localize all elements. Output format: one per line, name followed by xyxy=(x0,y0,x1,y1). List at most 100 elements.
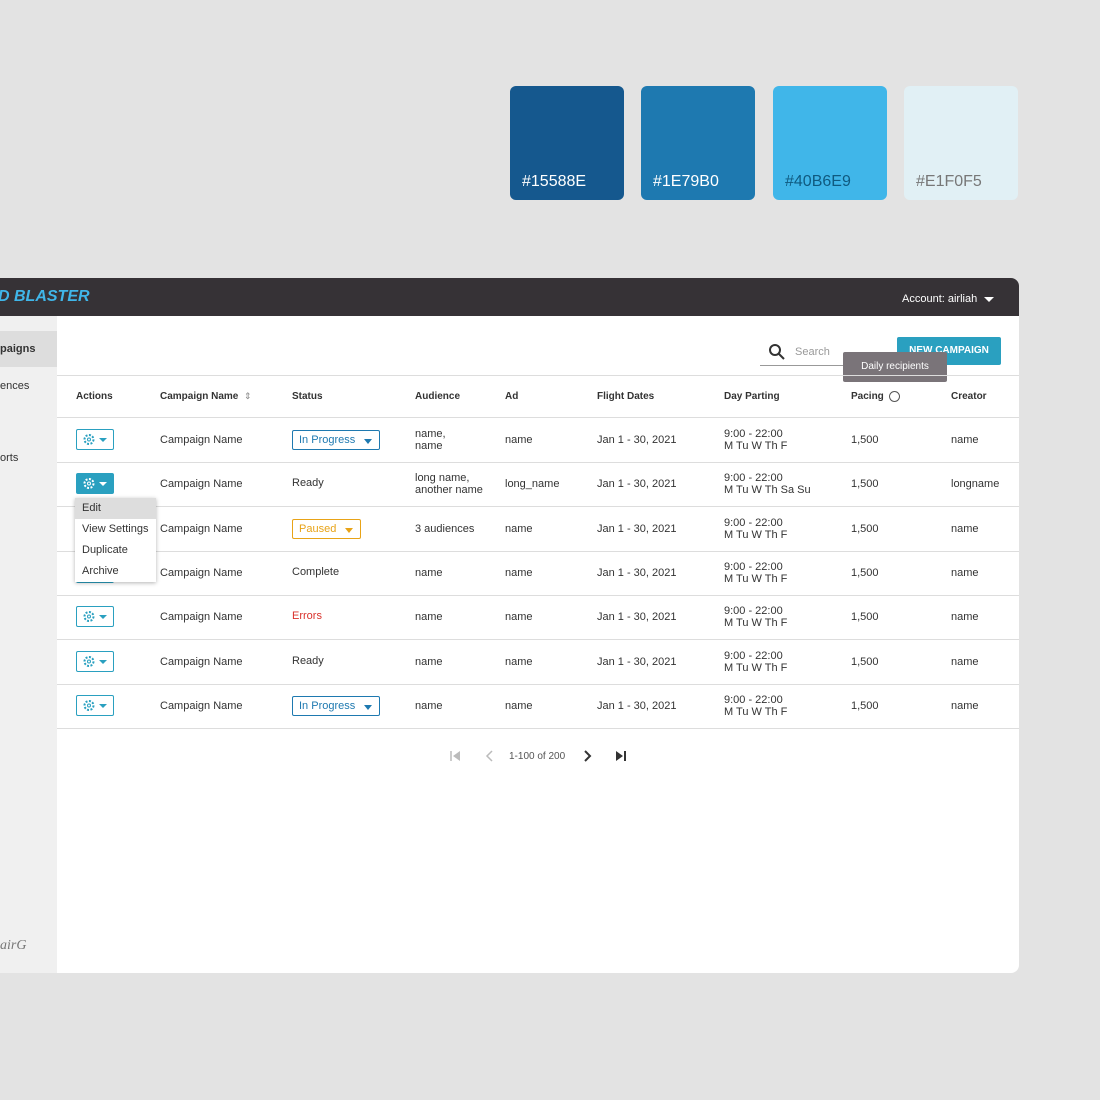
swatch-label: #1E79B0 xyxy=(653,173,719,190)
column-header: Pacing xyxy=(851,391,884,402)
gear-icon xyxy=(83,611,107,623)
day-parting: M Tu W Th F xyxy=(724,661,788,674)
ad: name xyxy=(505,699,533,712)
campaign-name: Campaign Name xyxy=(160,699,243,712)
caret xyxy=(984,296,995,302)
swatch-label: #E1F0F5 xyxy=(916,173,982,190)
first-page[interactable] xyxy=(450,751,460,761)
column-header: Status xyxy=(292,391,323,402)
flight-dates: Jan 1 - 30, 2021 xyxy=(597,699,677,712)
status[interactable]: Paused xyxy=(292,518,362,539)
divider xyxy=(57,375,1019,376)
sort-icon: ⇕ xyxy=(244,391,252,401)
status[interactable]: In Progress xyxy=(292,430,381,450)
search-underline xyxy=(760,365,895,366)
day-parting: M Tu W Th F xyxy=(724,705,788,718)
search-input[interactable]: Search xyxy=(795,346,830,358)
audience: name xyxy=(415,566,443,579)
audience: name xyxy=(415,699,443,712)
actions-button[interactable] xyxy=(76,694,114,716)
last-page[interactable] xyxy=(616,751,626,761)
day-parting: 9:00 - 22:00 xyxy=(724,516,783,529)
creator: name xyxy=(951,611,979,624)
audience: name xyxy=(415,611,443,624)
gear-icon xyxy=(83,434,107,445)
column-header: Audience xyxy=(415,391,461,402)
day-parting: 9:00 - 22:00 xyxy=(724,472,783,485)
ad: long_name xyxy=(505,478,560,491)
creator: name xyxy=(951,522,979,535)
nav-item[interactable]: paigns xyxy=(0,343,36,355)
menu-item[interactable]: View Settings xyxy=(82,523,149,535)
color-swatch: #40B6E9 xyxy=(773,86,887,200)
flight-dates: Jan 1 - 30, 2021 xyxy=(597,434,677,446)
gear-icon xyxy=(83,478,107,490)
pacing: 1,500 xyxy=(851,566,879,579)
pacing: 1,500 xyxy=(851,699,879,712)
campaign-name: Campaign Name xyxy=(160,478,243,491)
brand: D BLASTER xyxy=(0,288,90,305)
menu-item[interactable]: Duplicate xyxy=(82,544,128,556)
color-swatch: #15588E xyxy=(510,86,624,200)
swatch-label: #15588E xyxy=(522,173,587,190)
gear-icon xyxy=(83,699,107,711)
sidebar: paigns ences orts airG xyxy=(0,316,57,973)
column-header: Actions xyxy=(76,391,113,402)
column-header[interactable]: Campaign Name xyxy=(160,391,239,402)
caret xyxy=(364,439,373,444)
pacing: 1,500 xyxy=(851,655,879,668)
info-icon xyxy=(889,391,900,402)
campaign-name: Campaign Name xyxy=(160,611,243,624)
actions-button[interactable] xyxy=(76,606,114,628)
day-parting: 9:00 - 22:00 xyxy=(724,605,783,618)
campaign-name: Campaign Name xyxy=(160,655,243,668)
campaign-name: Campaign Name xyxy=(160,522,243,535)
flight-dates: Jan 1 - 30, 2021 xyxy=(597,655,677,668)
logo: airG xyxy=(0,938,27,953)
audience: long name, xyxy=(415,472,470,485)
row-divider xyxy=(57,683,1019,685)
menu-item[interactable]: Edit xyxy=(75,498,156,519)
campaign-name: Campaign Name xyxy=(160,566,243,579)
status[interactable]: In Progress xyxy=(292,695,381,716)
audience: 3 audiences xyxy=(415,522,475,535)
audience: name xyxy=(415,655,443,668)
nav-item[interactable]: ences xyxy=(0,380,30,392)
day-parting: 9:00 - 22:00 xyxy=(724,428,783,440)
actions-button[interactable] xyxy=(76,473,114,495)
actions-button[interactable] xyxy=(76,650,114,672)
day-parting: M Tu W Th F xyxy=(724,528,788,541)
creator: name xyxy=(951,566,979,579)
pacing: 1,500 xyxy=(851,611,879,624)
day-parting: M Tu W Th Sa Su xyxy=(724,484,811,497)
next-page[interactable] xyxy=(584,750,592,762)
nav-item[interactable]: orts xyxy=(0,452,19,464)
pacing: 1,500 xyxy=(851,434,879,446)
color-swatch: #E1F0F5 xyxy=(904,86,1018,200)
swatch-label: #40B6E9 xyxy=(785,173,851,190)
status: Complete xyxy=(292,565,340,578)
pacing: 1,500 xyxy=(851,478,879,491)
caret xyxy=(364,704,373,710)
day-parting: M Tu W Th F xyxy=(724,617,788,630)
creator: name xyxy=(951,655,979,668)
account-menu[interactable]: Account: airliah xyxy=(902,293,995,305)
ad: name xyxy=(505,522,533,535)
row-divider xyxy=(57,462,1019,463)
color-swatch: #1E79B0 xyxy=(641,86,755,200)
caret xyxy=(345,527,354,533)
day-parting: 9:00 - 22:00 xyxy=(724,693,783,706)
row-divider xyxy=(57,727,1019,729)
flight-dates: Jan 1 - 30, 2021 xyxy=(597,522,677,535)
prev-page[interactable] xyxy=(485,750,493,762)
day-parting: M Tu W Th F xyxy=(724,440,788,452)
row-divider xyxy=(57,550,1019,552)
column-header: Day Parting xyxy=(724,391,780,402)
ad: name xyxy=(505,655,533,668)
creator: name xyxy=(951,699,979,712)
menu-item[interactable]: Archive xyxy=(82,565,119,577)
row-divider xyxy=(57,639,1019,641)
app-window: D BLASTER Account: airliah paigns ences … xyxy=(0,278,1019,973)
actions-button[interactable] xyxy=(76,429,114,450)
